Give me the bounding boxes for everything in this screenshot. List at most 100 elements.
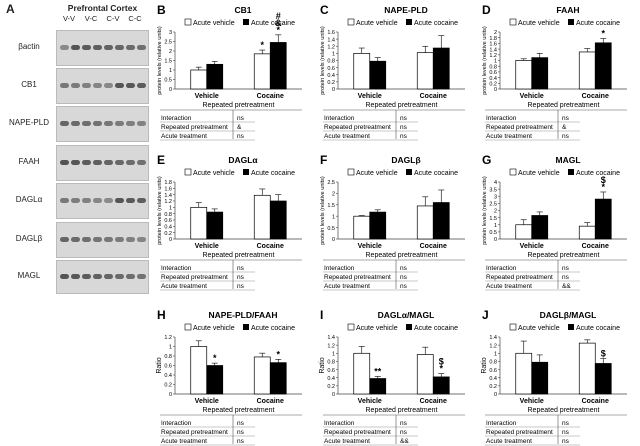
legend-swatch-vehicle: [347, 323, 355, 331]
y-tick-label: 0.4: [489, 76, 497, 82]
y-tick-label: 0: [332, 392, 335, 398]
blot-band: [82, 274, 91, 279]
blot-band: [93, 121, 102, 126]
chart-title: FAAH: [556, 5, 579, 15]
protein-label: MAGL: [17, 271, 41, 280]
y-tick-label: 1: [494, 351, 497, 357]
bar: [190, 206, 208, 240]
bar: [578, 342, 596, 395]
y-tick-label: 0.6: [489, 70, 497, 76]
y-tick-label: 1.6: [327, 30, 335, 36]
panel-letter: F: [320, 153, 327, 167]
stats-label: Repeated pretreatment: [161, 274, 228, 281]
bar: [515, 60, 533, 90]
stats-value: ns: [237, 429, 245, 436]
bar: [578, 225, 596, 240]
stats-value: ns: [237, 283, 245, 290]
lane-label: V-C: [84, 14, 98, 23]
y-tick-label: 1.2: [164, 335, 172, 341]
stats-label: Interaction: [324, 115, 355, 122]
y-tick-label: 0: [494, 87, 497, 93]
y-tick-label: 0.8: [327, 59, 335, 65]
stats-label: Interaction: [161, 420, 192, 427]
significance-mark: *: [260, 40, 264, 50]
x-tick-label: Cocaine: [420, 243, 447, 250]
bar: [253, 356, 271, 395]
stats-value: ns: [562, 438, 570, 445]
y-tick-label: 4: [494, 180, 497, 186]
y-tick-label: 1.2: [164, 199, 172, 205]
legend-label: Acute vehicle: [518, 170, 560, 177]
legend-swatch-cocaine: [406, 19, 412, 25]
x-tick-label: Vehicle: [358, 243, 382, 250]
stats-value: ns: [400, 115, 408, 122]
stats-label: Acute treatment: [486, 133, 532, 140]
y-tick-label: 0.6: [164, 364, 172, 370]
chart-title: DAGLβ/MAGL: [540, 310, 597, 320]
blot-band: [60, 274, 69, 279]
y-tick-label: 1.8: [164, 180, 172, 186]
y-tick-label: 0.2: [327, 384, 335, 390]
chart-title: CB1: [234, 5, 251, 15]
blot-strip: [56, 68, 149, 104]
y-tick-label: 3: [494, 194, 497, 200]
x-tick-label: Cocaine: [582, 243, 609, 250]
protein-label: DAGLβ: [15, 234, 43, 243]
blot-strip: [56, 30, 149, 66]
y-tick-label: 0.8: [164, 212, 172, 218]
blot-band: [93, 160, 102, 165]
stats-value: &: [237, 124, 242, 131]
blot-band: [104, 274, 113, 279]
stats-value: ns: [562, 420, 570, 427]
chart-title: NAPE-PLD: [384, 5, 427, 15]
blot-band: [82, 198, 91, 203]
stats-label: Acute treatment: [161, 438, 207, 445]
blot-band: [137, 198, 146, 203]
y-tick-label: 1.2: [327, 343, 335, 349]
chart-title: MAGL: [555, 155, 580, 165]
y-axis-label: protein levels (relative units): [320, 26, 326, 95]
x-tick-label: Vehicle: [520, 243, 544, 250]
y-tick-label: 0.5: [489, 230, 497, 236]
y-tick-label: 0: [169, 87, 172, 93]
x-tick-label: Vehicle: [520, 398, 544, 405]
stats-value: ns: [400, 420, 408, 427]
y-tick-label: 1: [169, 68, 172, 74]
bar: [253, 194, 271, 240]
bar: [432, 202, 450, 240]
y-tick-label: 1: [494, 223, 497, 229]
bar: [432, 376, 450, 395]
stats-value: ns: [562, 133, 570, 140]
y-axis-label: protein levels (relative units): [157, 26, 163, 95]
x-tick-label: Cocaine: [257, 243, 284, 250]
blot-band: [60, 121, 69, 126]
y-tick-label: 1.4: [327, 335, 335, 341]
blot-band: [104, 160, 113, 165]
blot-strip: [56, 145, 149, 181]
blot-band: [93, 198, 102, 203]
legend-swatch-vehicle: [347, 168, 355, 176]
x-tick-label: Vehicle: [358, 398, 382, 405]
blot-band: [115, 237, 124, 242]
legend-swatch-cocaine: [406, 169, 412, 175]
y-axis-label: protein levels (relative units): [157, 176, 163, 245]
legend-swatch-cocaine: [568, 19, 574, 25]
legend-label: Acute cocaine: [414, 170, 458, 177]
x-axis-label: Repeated pretreatment: [528, 407, 600, 414]
blot-band: [137, 237, 146, 242]
stats-value: ns: [400, 133, 408, 140]
y-tick-label: 1: [494, 59, 497, 65]
panel-letter: G: [482, 153, 491, 167]
bar: [578, 51, 596, 90]
stats-value: ns: [237, 274, 245, 281]
y-tick-label: 0: [494, 237, 497, 243]
protein-label: βactin: [18, 42, 40, 51]
legend-label: Acute vehicle: [356, 20, 398, 27]
blot-strip: [56, 183, 149, 219]
chart-title: DAGLα/MAGL: [378, 310, 435, 320]
y-tick-label: 0.6: [327, 368, 335, 374]
panel-letter: B: [157, 3, 166, 17]
stats-value: ns: [400, 274, 408, 281]
protein-label: CB1: [21, 80, 37, 89]
bar: [353, 53, 371, 90]
